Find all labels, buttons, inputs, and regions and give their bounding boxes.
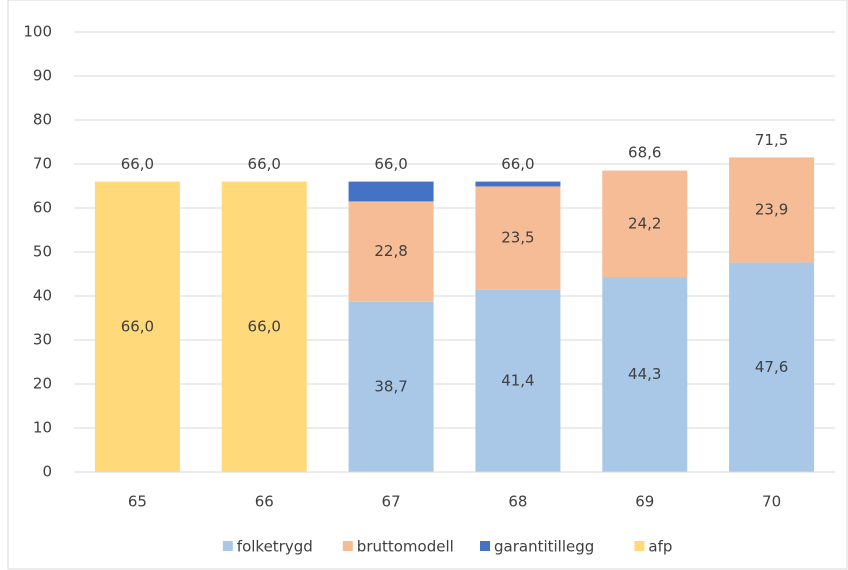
data-label: 23,9 xyxy=(755,200,788,218)
total-label: 66,0 xyxy=(501,155,534,173)
total-label: 71,5 xyxy=(755,131,788,149)
total-label: 66,0 xyxy=(374,155,407,173)
legend-swatch xyxy=(634,541,645,551)
total-label: 68,6 xyxy=(628,144,661,162)
bar-segment xyxy=(729,262,815,472)
x-tick-label: 66 xyxy=(255,493,274,511)
y-tick-label: 70 xyxy=(33,155,52,173)
x-tick-label: 68 xyxy=(508,493,527,511)
y-tick-label: 0 xyxy=(42,463,52,481)
bar-segment xyxy=(221,181,307,472)
data-label: 22,8 xyxy=(374,242,407,260)
x-tick-label: 65 xyxy=(128,493,147,511)
bar-segment xyxy=(348,181,434,202)
bar-segment xyxy=(475,289,561,472)
bar-segment xyxy=(475,186,561,290)
bar-segment xyxy=(602,277,688,472)
legend-label: garantitillegg xyxy=(494,538,594,556)
legend-label: afp xyxy=(648,538,672,556)
y-tick-label: 90 xyxy=(33,67,52,85)
bar-segment xyxy=(602,170,688,278)
y-tick-label: 100 xyxy=(23,23,52,41)
data-label: 23,5 xyxy=(501,229,534,247)
bar-segment xyxy=(475,181,561,187)
total-label: 66,0 xyxy=(248,155,281,173)
y-tick-label: 10 xyxy=(33,419,52,437)
y-tick-label: 80 xyxy=(33,111,52,129)
data-label: 44,3 xyxy=(628,365,661,383)
y-tick-label: 20 xyxy=(33,375,52,393)
legend-label: folketrygd xyxy=(237,538,313,556)
y-tick-label: 60 xyxy=(33,199,52,217)
legend-swatch xyxy=(480,541,490,551)
bar-segment xyxy=(729,157,815,263)
bar-segment xyxy=(94,181,180,472)
legend-swatch xyxy=(342,541,353,551)
x-tick-label: 69 xyxy=(635,493,654,511)
x-tick-label: 70 xyxy=(762,493,781,511)
data-label: 47,6 xyxy=(755,358,788,376)
data-label: 66,0 xyxy=(121,317,154,335)
y-tick-label: 50 xyxy=(33,243,52,261)
bar-segment xyxy=(348,201,434,302)
total-label: 66,0 xyxy=(121,155,154,173)
x-tick-label: 67 xyxy=(382,493,401,511)
legend-label: bruttomodell xyxy=(357,538,454,556)
data-label: 66,0 xyxy=(248,317,281,335)
legend-swatch xyxy=(222,541,233,551)
bar-segment xyxy=(348,301,434,472)
data-label: 41,4 xyxy=(501,371,534,389)
y-tick-label: 30 xyxy=(33,331,52,349)
y-tick-label: 40 xyxy=(33,287,52,305)
data-label: 24,2 xyxy=(628,214,661,232)
data-label: 38,7 xyxy=(374,377,407,395)
